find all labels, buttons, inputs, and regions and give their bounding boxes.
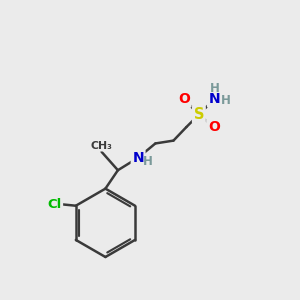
Text: CH₃: CH₃ xyxy=(90,141,112,151)
Text: O: O xyxy=(208,120,220,134)
Text: H: H xyxy=(143,155,153,168)
Text: O: O xyxy=(178,92,190,106)
Text: H: H xyxy=(210,82,220,95)
Text: N: N xyxy=(208,92,220,106)
Text: Cl: Cl xyxy=(47,198,61,211)
Text: N: N xyxy=(132,151,144,165)
Text: S: S xyxy=(194,107,204,122)
Text: H: H xyxy=(221,94,231,107)
